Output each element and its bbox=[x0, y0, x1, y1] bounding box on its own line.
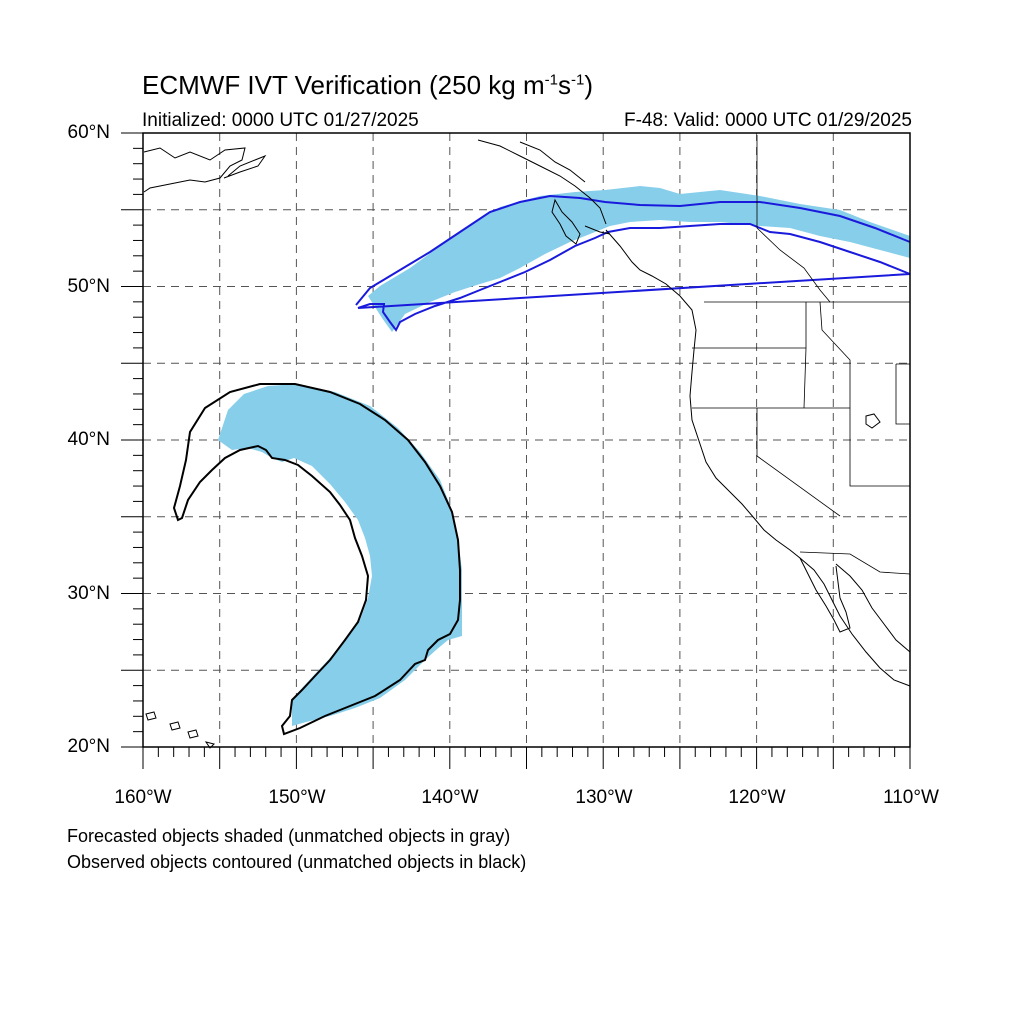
west-coast-us bbox=[605, 229, 911, 687]
observed-contour-south bbox=[172, 383, 461, 736]
lon-label-160w: 160°W bbox=[114, 787, 172, 808]
forecast-objects bbox=[218, 186, 910, 726]
hawaii-islands bbox=[145, 711, 215, 749]
lat-label-60n: 60°N bbox=[67, 122, 110, 143]
observed-objects bbox=[172, 194, 911, 736]
lon-label-120w: 120°W bbox=[728, 787, 786, 808]
axis-ticks bbox=[121, 132, 911, 769]
lat-label-50n: 50°N bbox=[67, 276, 110, 297]
bc-islands bbox=[551, 198, 611, 245]
baja-coast bbox=[799, 557, 851, 633]
coastlines bbox=[143, 139, 911, 749]
lon-label-110w: 110°W bbox=[883, 787, 939, 808]
canada-province-borders bbox=[756, 135, 831, 303]
lat-label-20n: 20°N bbox=[67, 736, 110, 757]
valid-time: F-48: Valid: 0000 UTC 01/29/2025 bbox=[624, 110, 912, 131]
forecast-object-north bbox=[368, 186, 910, 332]
us-state-borders bbox=[692, 301, 911, 575]
footnote-observed: Observed objects contoured (unmatched ob… bbox=[67, 852, 527, 872]
great-salt-lake bbox=[865, 413, 881, 429]
footnote-forecast: Forecasted objects shaded (unmatched obj… bbox=[67, 826, 511, 846]
forecast-object-south bbox=[218, 384, 462, 726]
lat-label-40n: 40°N bbox=[67, 429, 110, 450]
initialized-time: Initialized: 0000 UTC 01/27/2025 bbox=[142, 110, 419, 131]
lat-label-30n: 30°N bbox=[67, 583, 110, 604]
mainland-mexico-coast bbox=[835, 563, 911, 653]
lon-label-130w: 130°W bbox=[575, 787, 633, 808]
lon-label-140w: 140°W bbox=[421, 787, 479, 808]
map-title: ECMWF IVT Verification (250 kg m-1s-1) bbox=[142, 70, 593, 100]
lon-label-150w: 150°W bbox=[268, 787, 326, 808]
alaska-coast bbox=[143, 139, 607, 225]
